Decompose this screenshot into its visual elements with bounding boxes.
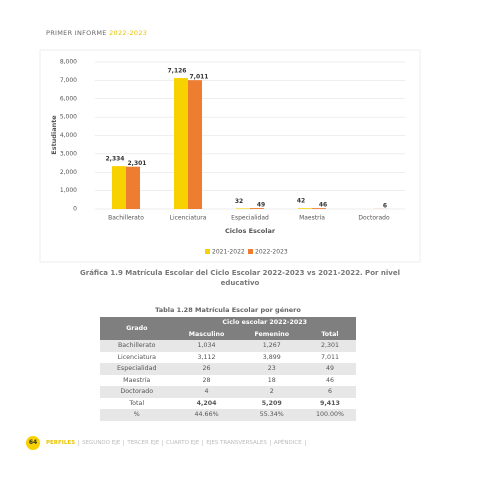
data-label: 2,301 [128,160,147,167]
data-label: 32 [235,198,243,205]
table-cell: 28 [202,376,211,384]
table: Grado Ciclo escolar 2022-2023 Masculino Fe… [100,317,356,421]
table-row: Total 4,204 5,209 9,413 [100,398,356,410]
chart-frame [39,49,421,263]
table-cell: 3,112 [197,353,216,361]
table-cell: 44.66% [194,411,219,419]
nav-item[interactable]: CUARTO EJE [166,440,204,446]
table-cell: 46 [325,376,334,384]
table-row: % 44.66% 55.34% 100.00% [100,409,356,421]
legend-label: 2022-2023 [255,249,288,256]
y-tick-label: 4,000 [60,132,77,139]
table-row: Especialidad 26 23 49 [100,363,356,375]
y-tick-label: 0 [73,206,77,213]
page-number: 64 [26,436,40,450]
table-cell: 2,301 [320,342,339,350]
table-cell: 49 [325,365,334,373]
table-cell: 3,899 [262,353,281,361]
table-title: Tabla 1.28 Matrícula Escolar por género [155,306,301,314]
legend-label: 2021-2022 [212,249,245,256]
x-tick-label: Licenciatura [170,215,207,222]
y-tick-label: 3,000 [60,150,77,157]
table-cell: 1,267 [262,342,281,350]
x-axis-title: Ciclos Escolar [225,227,276,235]
y-tick-label: 7,000 [60,77,77,84]
nav-item[interactable]: APÉNDICE [273,440,306,446]
header-cell: Masculino [173,328,240,340]
bar [126,166,140,209]
table-cell: 7,011 [320,353,339,361]
data-label: 7,126 [168,68,187,75]
data-label: 7,011 [190,74,209,81]
bar [112,166,126,209]
bar [312,208,326,209]
table-row: Bachillerato 1,034 1,267 2,301 [100,340,356,352]
nav-item[interactable]: PERFILES [46,440,80,446]
nav-item[interactable]: EJES TRANSVERSALES [206,440,271,446]
bar [174,78,188,209]
caption: Gráfica 1.9 Matrícula Escolar del Ciclo … [80,269,400,287]
data-label: 49 [257,202,265,209]
x-tick-label: Bachillerato [108,215,144,222]
chart: Estudiante Ciclos Escolar 0 1,000 2,000 3,0… [39,49,421,263]
table-cell: 4,204 [196,399,217,407]
table-cell: Especialidad [116,365,157,373]
table-cell: % [133,411,140,419]
bar [298,208,312,209]
table-cell: 9,413 [319,399,340,407]
y-tick-label: 6,000 [60,95,77,102]
table-cell: 23 [267,365,276,373]
header-cell: Femenino [239,328,304,340]
table-cell: 26 [202,365,211,373]
x-tick-label: Maestría [299,215,325,222]
header-title: PRIMER INFORME [46,29,107,37]
header-cell: Ciclo escolar 2022-2023 [173,317,356,329]
y-tick-label: 2,000 [60,169,77,176]
nav-item[interactable]: TERCER EJE [127,440,164,446]
table-cell: Bachillerato [117,342,156,350]
table-cell: 5,209 [261,399,282,407]
table-cell: 4 [204,388,209,396]
legend-swatch [205,249,210,254]
footer-nav: PERFILES SEGUNDO EJE TERCER EJE CUARTO EJE E… [46,440,309,446]
x-tick-label: Especialidad [231,215,269,222]
table-cell: Maestría [123,376,151,384]
table-cell: 2 [269,388,274,396]
table-cell: 1,034 [197,342,216,350]
y-axis-title: Estudiante [50,115,58,155]
data-label: 6 [383,202,387,209]
legend-swatch [248,249,253,254]
table-cell: 55.34% [259,411,284,419]
bar [188,80,202,209]
x-tick-label: Doctorado [358,215,390,222]
data-label: 42 [297,198,305,205]
nav-item[interactable]: SEGUNDO EJE [82,440,125,446]
table-row: Maestría 28 18 46 [100,375,356,387]
table-cell: Licenciatura [117,353,157,361]
y-tick-label: 8,000 [60,59,77,66]
y-tick-label: 5,000 [60,114,77,121]
table-row: Doctorado 4 2 6 [100,386,356,398]
data-label: 2,334 [106,156,125,163]
header-cell: Total [303,328,356,340]
bar [250,208,264,209]
data-label: 46 [319,202,327,209]
header-years: 2022-2023 [109,29,148,37]
table-cell: Total [129,399,145,407]
table-cell: 6 [327,388,332,396]
table-cell: Doctorado [120,388,154,396]
header: PRIMER INFORME 2022-2023 [46,29,147,37]
table-cell: 18 [267,376,276,384]
table-cell: 100.00% [315,411,344,419]
bar [236,208,250,209]
y-tick-label: 1,000 [60,187,77,194]
table-row: Licenciatura 3,112 3,899 7,011 [100,352,356,364]
header-cell: Grado [100,317,174,340]
